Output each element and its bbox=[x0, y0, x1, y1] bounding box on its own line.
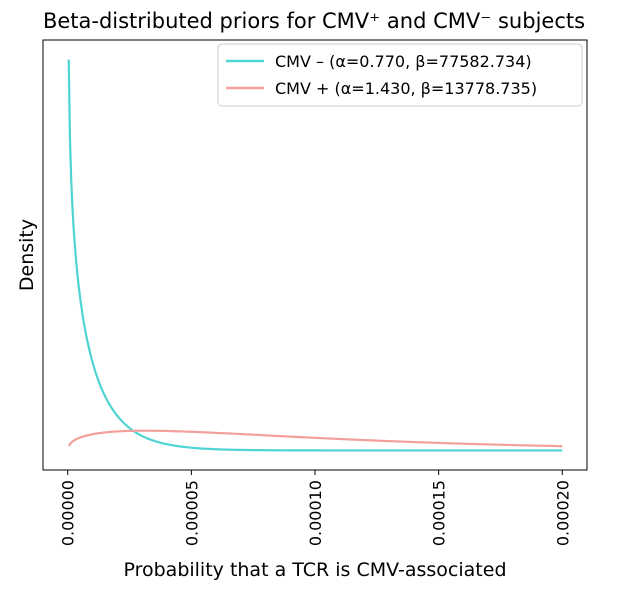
x-tick-label: 0.00005 bbox=[182, 480, 201, 546]
series-line-cmv-positive bbox=[67, 429, 563, 448]
legend-label-cmv-negative: CMV – (α=0.770, β=77582.734) bbox=[275, 52, 532, 71]
legend-box bbox=[217, 43, 583, 107]
x-tick-label: 0.00010 bbox=[306, 480, 325, 546]
x-tick-label: 0.00000 bbox=[59, 480, 78, 546]
plot-area bbox=[67, 59, 563, 452]
legend-label-cmv-positive: CMV + (α=1.430, β=13778.735) bbox=[275, 79, 537, 98]
x-axis: 0.00000 0.00005 0.00010 0.00015 0.00020 bbox=[59, 470, 572, 546]
y-axis-label: Density bbox=[16, 219, 38, 291]
x-tick-label: 0.00020 bbox=[553, 480, 572, 546]
series-line-cmv-negative bbox=[67, 59, 563, 452]
x-tick-label: 0.00015 bbox=[430, 480, 449, 546]
chart-title: Beta-distributed priors for CMV⁺ and CMV… bbox=[43, 9, 585, 33]
legend: CMV – (α=0.770, β=77582.734) CMV + (α=1.… bbox=[217, 43, 583, 107]
x-axis-label: Probability that a TCR is CMV-associated bbox=[123, 559, 506, 581]
